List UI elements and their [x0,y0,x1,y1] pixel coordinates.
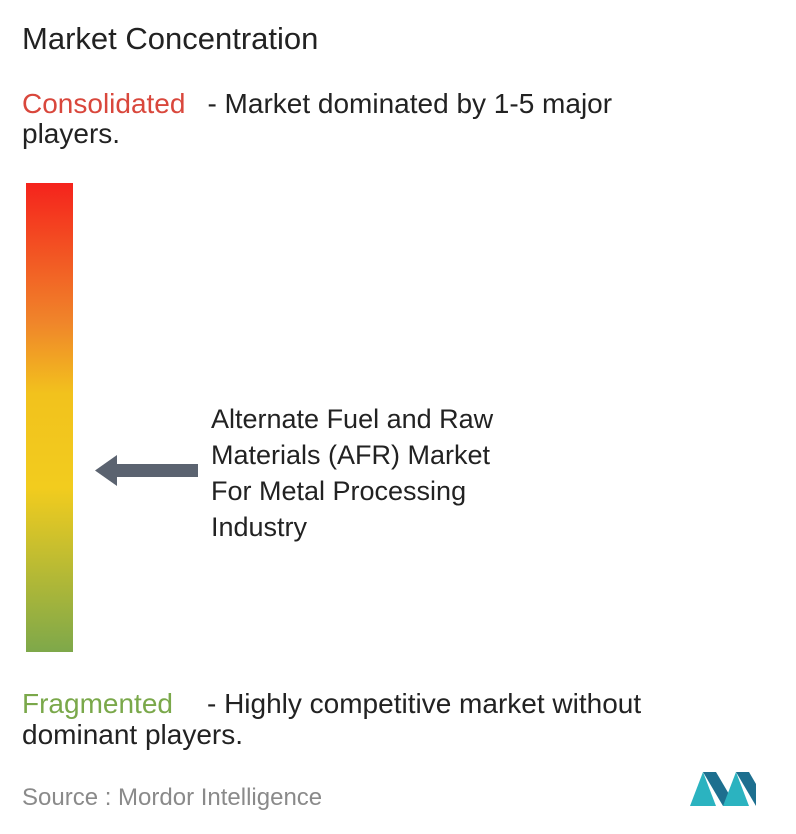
fragmented-label: Fragmented [22,688,173,719]
logo-shape [736,772,756,806]
title: Market Concentration [22,21,318,56]
consolidated-line: Consolidated - Market dominated by 1-5 ma… [22,88,612,119]
logo-shape [723,772,749,806]
arrow [95,455,198,486]
logo [690,772,756,806]
arrow-shaft [114,464,198,477]
source: Source : Mordor Intelligence [22,784,322,811]
market-name: Materials (AFR) Market [211,440,491,470]
consolidated-label: Consolidated [22,88,185,119]
logo-shape [690,772,716,806]
fragmented-description: dominant players. [22,719,243,750]
fragmented-description: - Highly competitive market without [207,688,641,719]
consolidated-description: - Market dominated by 1-5 major [207,88,612,119]
market-name: Industry [211,512,308,542]
concentration-scale [26,183,73,652]
market-name: For Metal Processing [211,476,466,506]
market-name: Alternate Fuel and Raw [211,404,494,434]
fragmented-line: Fragmented - Highly competitive market wi… [22,688,641,719]
arrow-head [95,455,117,486]
consolidated-description: players. [22,118,120,149]
